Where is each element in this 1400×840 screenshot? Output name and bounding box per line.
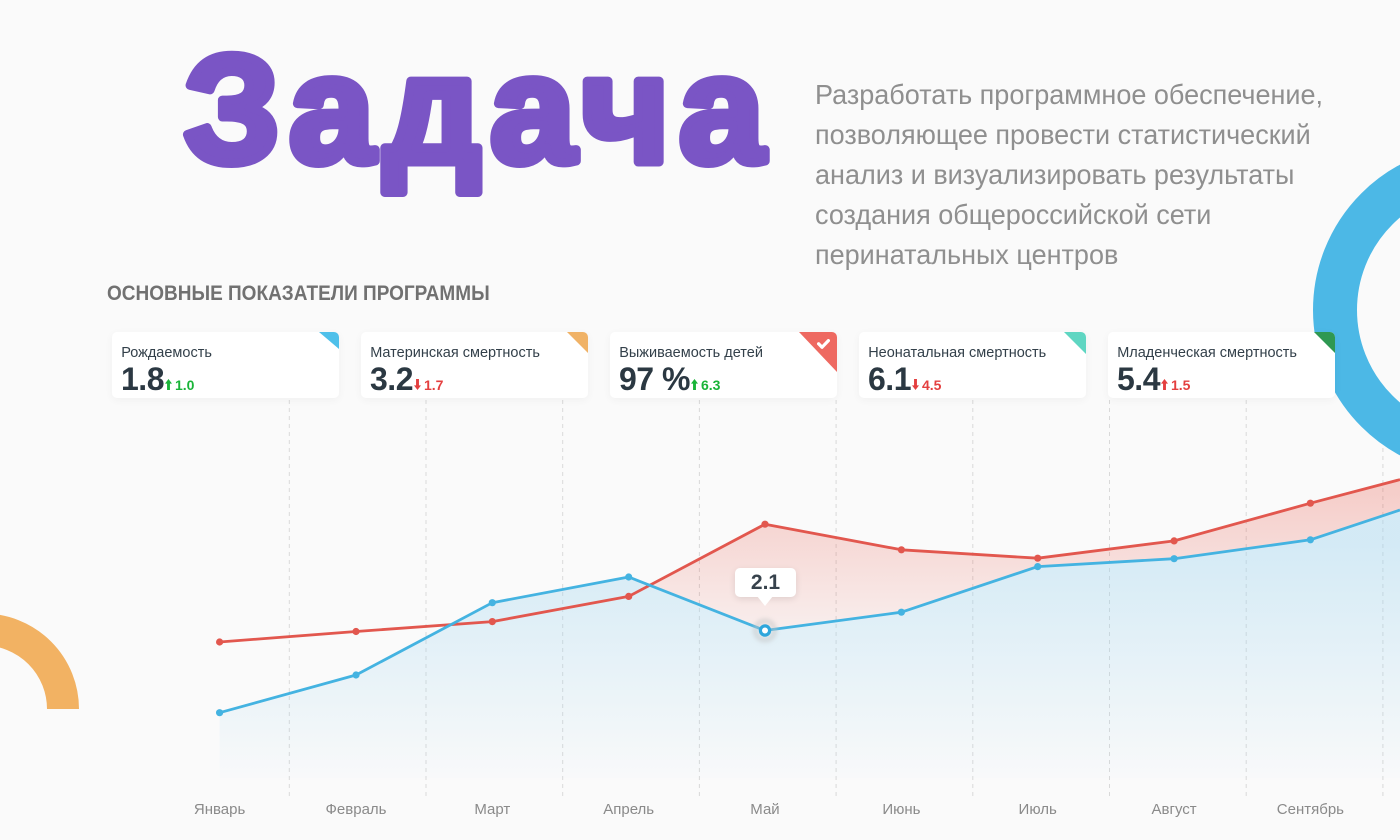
svg-text:Задача: Задача xyxy=(184,24,774,195)
